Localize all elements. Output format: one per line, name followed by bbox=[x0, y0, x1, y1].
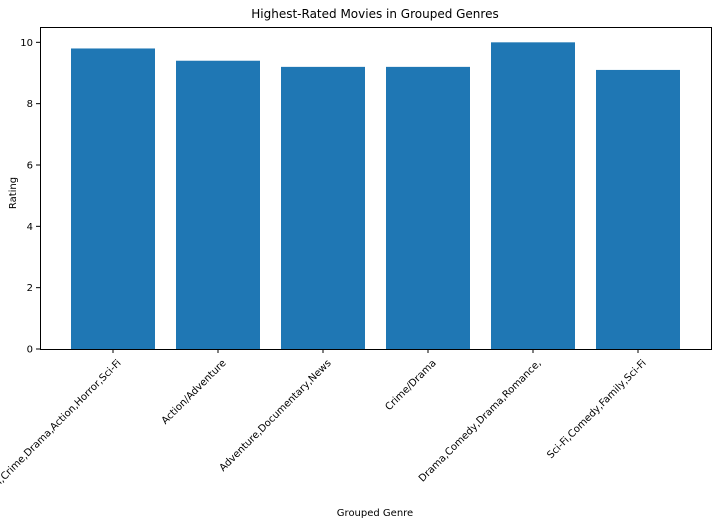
y-tick-label: 8 bbox=[27, 99, 33, 110]
y-tick-label: 2 bbox=[27, 283, 33, 294]
bar bbox=[71, 48, 155, 349]
bars-group bbox=[71, 42, 680, 350]
bar bbox=[386, 66, 470, 350]
x-axis-label: Grouped Genre bbox=[337, 508, 413, 519]
bar bbox=[596, 69, 680, 350]
y-tick-label: 10 bbox=[20, 38, 33, 49]
y-tick-label: 6 bbox=[27, 161, 33, 172]
y-axis: 0 2 4 6 8 10 bbox=[20, 38, 40, 356]
bar bbox=[176, 60, 260, 349]
bar bbox=[491, 42, 575, 349]
y-tick-label: 0 bbox=[27, 345, 33, 356]
y-axis-label: Rating bbox=[8, 177, 19, 209]
plot-frame bbox=[40, 27, 712, 350]
chart-title: Highest-Rated Movies in Grouped Genres bbox=[251, 7, 498, 21]
bar bbox=[281, 66, 365, 350]
y-tick-label: 4 bbox=[27, 222, 33, 233]
